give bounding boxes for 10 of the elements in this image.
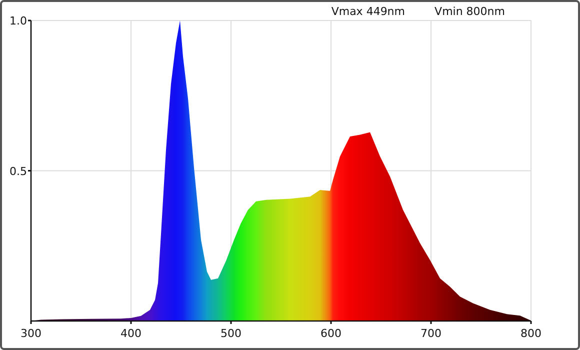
text: Vmin 800nm (434, 5, 505, 18)
x-tick-label: 800 (520, 327, 542, 340)
x-tick-label: 500 (220, 327, 242, 340)
x-tick-label: 400 (120, 327, 142, 340)
x-tick-label: 300 (20, 327, 42, 340)
x-tick-label: 700 (420, 327, 442, 340)
y-tick-label: 0.5 (10, 164, 27, 178)
text: Vmax 449nm (331, 5, 405, 18)
y-tick-label: 1.0 (10, 14, 27, 28)
x-tick-label: 600 (320, 327, 342, 340)
